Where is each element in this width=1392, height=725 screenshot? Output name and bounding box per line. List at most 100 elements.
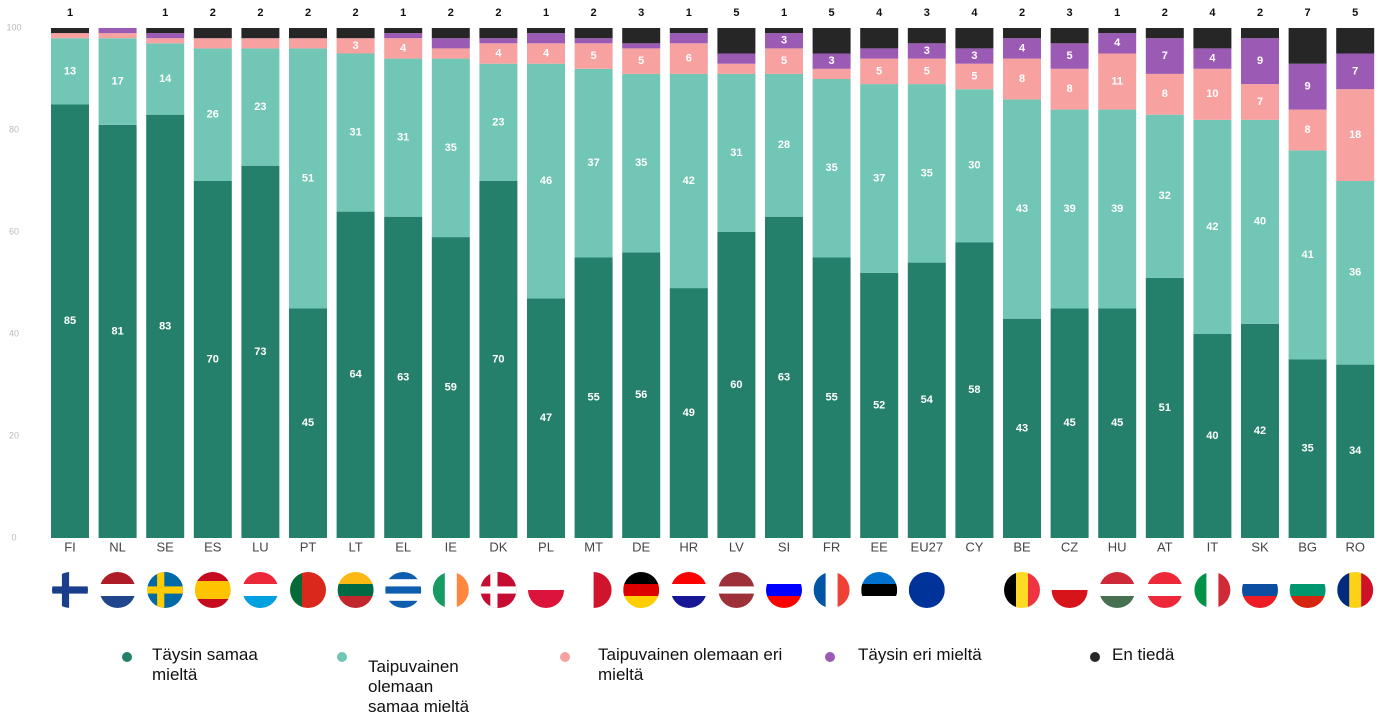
data-label: 10 [1206, 88, 1218, 100]
flag-stripe [1051, 572, 1088, 591]
top-label: 1 [400, 7, 406, 19]
y-tick-label: 100 [6, 22, 21, 32]
top-label: 4 [971, 7, 978, 19]
data-label: 7 [1352, 65, 1358, 77]
bar-segment [1288, 28, 1327, 64]
data-label: 14 [159, 73, 172, 85]
bar-segment [1098, 33, 1137, 54]
flag-stripe [1361, 572, 1374, 608]
bar-segment [812, 28, 851, 54]
bar-segment [717, 53, 756, 64]
bar-segment [907, 28, 946, 44]
bar-segment [479, 63, 518, 182]
top-label: 5 [733, 7, 739, 19]
top-label: 2 [1162, 7, 1168, 19]
bar-segment [860, 58, 899, 85]
data-label: 32 [1159, 190, 1171, 202]
bar-segment [241, 28, 280, 39]
bar-segment [193, 28, 232, 39]
data-label: 59 [445, 381, 457, 393]
data-label: 43 [1016, 422, 1028, 434]
data-label: 9 [1257, 55, 1263, 67]
flag [528, 572, 564, 608]
data-label: 4 [1114, 37, 1121, 49]
x-tick-label: RO [1345, 539, 1365, 554]
flag-cross [480, 586, 517, 594]
x-tick-label: EL [395, 539, 411, 554]
flag-stripe [766, 596, 802, 608]
x-tick-label: HU [1108, 539, 1127, 554]
bar-segment [1336, 28, 1375, 54]
data-label: 42 [1254, 425, 1266, 437]
bar-segment [907, 84, 946, 263]
top-label: 2 [448, 7, 454, 19]
bar-segment [1145, 277, 1184, 538]
x-tick-label: PT [300, 539, 317, 554]
bar-segment [289, 28, 327, 39]
bar-segment [527, 28, 565, 34]
bar-segment [384, 216, 423, 538]
bar-segment [1193, 48, 1232, 69]
top-label: 1 [1114, 7, 1120, 19]
flag-stripe [623, 584, 660, 597]
x-tick-label: BE [1013, 539, 1031, 554]
data-label: 5 [876, 65, 882, 77]
flag-cross [52, 586, 88, 594]
bar-segment [765, 73, 803, 217]
bar-segment [1288, 150, 1327, 360]
bar-segment [384, 58, 423, 217]
flag-stripe [718, 600, 755, 608]
bar-segment [51, 104, 89, 538]
bar-segment [527, 298, 565, 538]
data-label: 64 [349, 369, 362, 381]
x-tick-label: IT [1207, 539, 1219, 554]
flag-stripe [1051, 590, 1088, 608]
data-label: 31 [349, 126, 361, 138]
data-label: 5 [924, 65, 930, 77]
data-label: 3 [971, 50, 977, 62]
bar-segment [860, 48, 899, 59]
flag [623, 572, 660, 608]
data-label: 9 [1305, 81, 1311, 93]
flag-stripe [456, 572, 469, 608]
data-label: 3 [353, 40, 359, 52]
x-tick-label: LT [348, 539, 362, 554]
data-label: 51 [302, 172, 314, 184]
flag-stripe [1289, 572, 1326, 585]
bar-segment [622, 28, 661, 44]
data-label: 81 [111, 325, 123, 337]
data-label: 3 [829, 55, 835, 67]
bar-segment [1336, 53, 1375, 90]
x-tick-label: FR [823, 539, 840, 554]
bar-segment [51, 38, 89, 105]
bar-segment [431, 237, 470, 538]
data-label: 35 [1301, 443, 1313, 455]
bar-segment [1145, 73, 1184, 115]
flag-stripe [337, 572, 374, 585]
flag-stripe [1099, 572, 1136, 585]
x-tick-label: SI [778, 539, 790, 554]
bar-segment [241, 38, 280, 49]
bar-segment [431, 28, 470, 39]
data-label: 39 [1111, 203, 1123, 215]
data-label: 17 [111, 75, 123, 87]
bar-segment [336, 53, 375, 212]
data-label: 42 [1206, 221, 1218, 233]
data-label: 5 [638, 55, 644, 67]
bar-segment [1098, 28, 1137, 34]
flag-stripe [956, 572, 993, 608]
bar-segment [1288, 109, 1327, 151]
x-tick-label: IE [445, 539, 458, 554]
bar-segment [574, 28, 613, 39]
flag [385, 572, 422, 608]
data-label: 34 [1349, 445, 1362, 457]
data-label: 40 [1206, 430, 1218, 442]
top-label: 1 [781, 7, 787, 19]
top-label: 3 [638, 7, 644, 19]
bar-segment [193, 38, 232, 49]
flag-stripe [1016, 572, 1029, 608]
flag [337, 572, 374, 608]
data-label: 45 [302, 417, 314, 429]
bar-segment [1003, 28, 1041, 39]
bar-segment [955, 63, 994, 90]
